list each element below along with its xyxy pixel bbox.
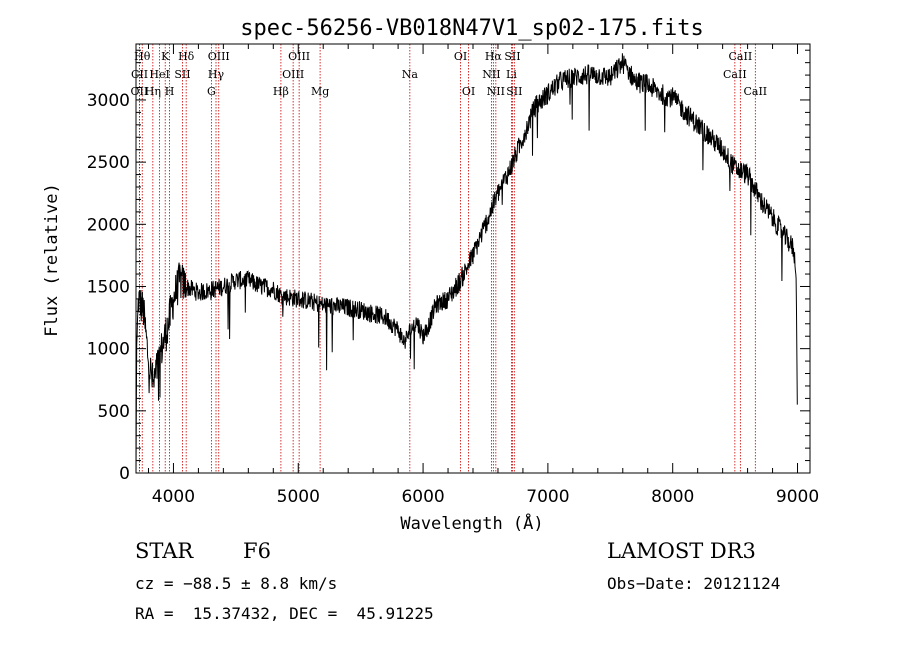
emission-line-label: Hβ <box>273 85 289 98</box>
emission-line-markers <box>139 44 755 473</box>
y-tick-label: 2500 <box>87 153 130 173</box>
y-tick-label: 500 <box>98 402 130 422</box>
coordinates: RA = 15.37432, DEC = 45.91225 <box>135 604 434 623</box>
emission-line-label: OIII <box>288 50 310 63</box>
y-tick-label: 1500 <box>87 277 130 297</box>
redshift-value: cz = −88.5 ± 8.8 km/s <box>135 574 337 593</box>
emission-line-label: CaII <box>723 68 747 81</box>
x-tick-label: 8000 <box>651 487 694 507</box>
emission-line-label: Hδ <box>178 50 195 63</box>
survey-name: LAMOST DR3 <box>607 539 756 563</box>
emission-line-label: SII <box>504 50 520 63</box>
object-class: STAR <box>135 539 193 563</box>
emission-line-label: Hη <box>145 85 161 98</box>
x-axis-label: Wavelength (Å) <box>400 512 543 534</box>
emission-line-label: CaII <box>729 50 753 63</box>
observation-date: Obs−Date: 20121124 <box>607 574 780 593</box>
emission-line-label: CaII <box>743 85 767 98</box>
emission-line-label: G <box>207 85 216 98</box>
emission-line-label: Hθ <box>134 50 151 63</box>
x-tick-label: 5000 <box>277 487 320 507</box>
emission-line-label: OI <box>454 50 467 63</box>
emission-line-label: HeI <box>149 68 169 81</box>
x-tick-label: 4000 <box>152 487 195 507</box>
y-tick-label: 1000 <box>87 340 130 360</box>
emission-line-label: Li <box>506 68 517 81</box>
y-tick-label: 0 <box>119 464 130 484</box>
emission-line-label: CII <box>131 68 148 81</box>
emission-line-label: K <box>161 50 170 63</box>
emission-line-label: OIII <box>208 50 230 63</box>
emission-line-label: OIII <box>282 68 304 81</box>
emission-line-label: Mg <box>311 85 329 98</box>
emission-line-label: NII <box>482 68 500 81</box>
emission-line-label: Na <box>402 68 419 81</box>
x-tick-label: 7000 <box>526 487 569 507</box>
emission-line-label: Hα <box>485 50 503 63</box>
object-subclass: F6 <box>243 539 271 563</box>
emission-line-label: SII <box>506 85 522 98</box>
emission-line-label: OI <box>462 85 475 98</box>
x-tick-label: 9000 <box>776 487 819 507</box>
emission-line-label: SII <box>174 68 190 81</box>
emission-line-label: NII <box>487 85 505 98</box>
chart-title: spec-56256-VB018N47V1_sp02-175.fits <box>240 16 704 41</box>
x-tick-label: 6000 <box>401 487 444 507</box>
y-tick-label: 3000 <box>87 91 130 111</box>
emission-line-label: H <box>165 85 175 98</box>
axis-tick-labels: 4000 5000 6000 7000 8000 9000 0 500 1000 1500 2000… <box>87 91 819 507</box>
y-axis-label: Flux (relative) <box>42 183 62 337</box>
emission-line-label: Hγ <box>208 68 225 81</box>
y-tick-label: 2000 <box>87 215 130 235</box>
spectrum-line <box>136 53 797 473</box>
